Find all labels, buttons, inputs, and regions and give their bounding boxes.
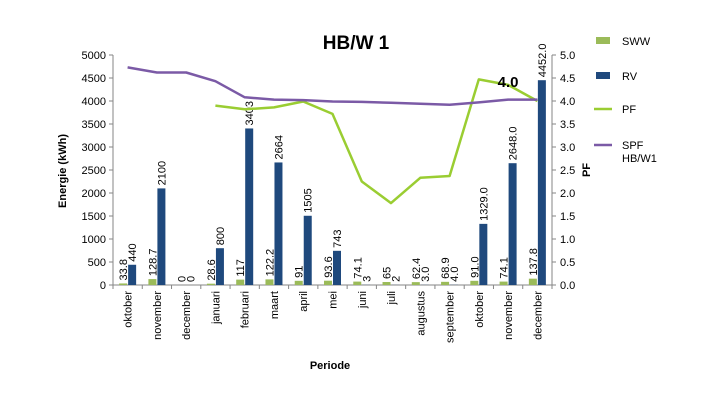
- bar-sww: [529, 279, 537, 285]
- y2-tick-label: 1.5: [560, 211, 575, 223]
- x-tick-label: februari: [240, 291, 252, 328]
- legend-rv-swatch: [596, 72, 610, 79]
- bar-sww: [119, 283, 127, 285]
- y-tick-label: 2000: [82, 188, 106, 200]
- bar-rv: [538, 80, 546, 285]
- y2-tick-label: 0.5: [560, 257, 575, 269]
- bar-rv: [128, 265, 136, 285]
- bar-sww: [324, 281, 332, 285]
- y-tick-label: 4000: [82, 96, 106, 108]
- x-tick-label: november: [503, 291, 515, 340]
- data-label-rv: 3.0: [420, 267, 432, 282]
- y2-tick-label: 5.0: [560, 50, 575, 62]
- y-tick-label: 3000: [82, 142, 106, 154]
- data-label-rv: 2100: [156, 161, 168, 185]
- y2-tick-label: 2.0: [560, 188, 575, 200]
- bar-sww: [148, 279, 156, 285]
- bar-rv: [333, 251, 341, 285]
- y-axis-label: Energie (kWh): [57, 134, 69, 208]
- bar-rv: [245, 128, 253, 285]
- bar-sww: [500, 282, 508, 285]
- data-label-rv: 2664: [273, 135, 285, 159]
- x-tick-label: juni: [357, 291, 369, 309]
- y-tick-label: 2500: [82, 165, 106, 177]
- x-tick-label: november: [152, 291, 164, 340]
- y-tick-label: 1500: [82, 211, 106, 223]
- bar-rv: [216, 248, 224, 285]
- y2-tick-label: 0.0: [560, 280, 575, 292]
- bar-rv: [304, 216, 312, 285]
- x-tick-label: april: [298, 291, 310, 312]
- data-label-rv: 4.0: [449, 267, 461, 282]
- bar-sww: [383, 282, 391, 285]
- data-label-sww: 74.1: [352, 257, 364, 278]
- x-axis-label: Periode: [310, 360, 350, 372]
- bar-sww: [470, 281, 478, 285]
- bar-sww: [353, 282, 361, 285]
- data-label-rv: 743: [332, 229, 344, 247]
- data-label-rv: 3403: [244, 101, 256, 125]
- data-label-rv: 2: [391, 276, 403, 282]
- y-tick-label: 0: [100, 280, 106, 292]
- chart-title: HB/W 1: [323, 33, 390, 54]
- y-tick-label: 3500: [82, 119, 106, 131]
- y-tick-label: 4500: [82, 73, 106, 85]
- bar-sww: [207, 284, 215, 285]
- data-label-rv: 800: [215, 227, 227, 245]
- x-tick-label: september: [445, 291, 457, 343]
- x-tick-label: januari: [210, 291, 222, 325]
- bar-rv: [479, 224, 487, 285]
- y-tick-label: 1000: [82, 234, 106, 246]
- bar-sww: [236, 280, 244, 285]
- data-label-rv: 4452.0: [537, 44, 549, 78]
- y2-tick-label: 3.0: [560, 142, 575, 154]
- x-tick-label: maart: [269, 291, 281, 319]
- plot-area: 0 500 1000 1500 2000 2500 3000 3500 4000 4500 5000…: [82, 44, 576, 343]
- annotation-label: 4.0: [498, 74, 519, 91]
- bar-rv: [157, 188, 165, 285]
- bar-sww: [295, 281, 303, 285]
- y2-tick-label: 4.5: [560, 73, 575, 85]
- bar-sww: [412, 282, 420, 285]
- bar-sww: [265, 279, 273, 285]
- legend-pf-label: PF: [622, 104, 636, 116]
- y2-axis-label: PF: [581, 163, 593, 177]
- y-tick-label: 500: [88, 257, 106, 269]
- x-tick-label: augustus: [415, 291, 427, 336]
- y-tick-label: 5000: [82, 50, 106, 62]
- data-label-rv: 1505: [303, 188, 315, 212]
- x-tick-label: mei: [328, 291, 340, 309]
- x-tick-label: juli: [386, 291, 398, 305]
- bar-rv: [509, 163, 517, 285]
- data-label-rv: 3: [361, 276, 373, 282]
- bar-rv: [274, 162, 282, 285]
- data-label-rv: 0: [186, 276, 198, 282]
- data-label-rv: 1329.0: [478, 187, 490, 221]
- legend-sww-label: SWW: [622, 36, 651, 48]
- y2-tick-label: 2.5: [560, 165, 575, 177]
- legend-rv-label: RV: [622, 71, 638, 83]
- data-label-rv: 440: [127, 243, 139, 261]
- x-tick-label: oktober: [123, 291, 135, 328]
- y2-tick-label: 4.0: [560, 96, 575, 108]
- x-tick-label: december: [181, 291, 193, 340]
- legend-sww-swatch: [596, 37, 610, 44]
- data-label-rv: 2648.0: [508, 127, 520, 161]
- x-tick-label: december: [532, 291, 544, 340]
- x-tick-label: oktober: [474, 291, 486, 328]
- bar-sww: [441, 282, 449, 285]
- y2-tick-label: 3.5: [560, 119, 575, 131]
- y2-tick-label: 1.0: [560, 234, 575, 246]
